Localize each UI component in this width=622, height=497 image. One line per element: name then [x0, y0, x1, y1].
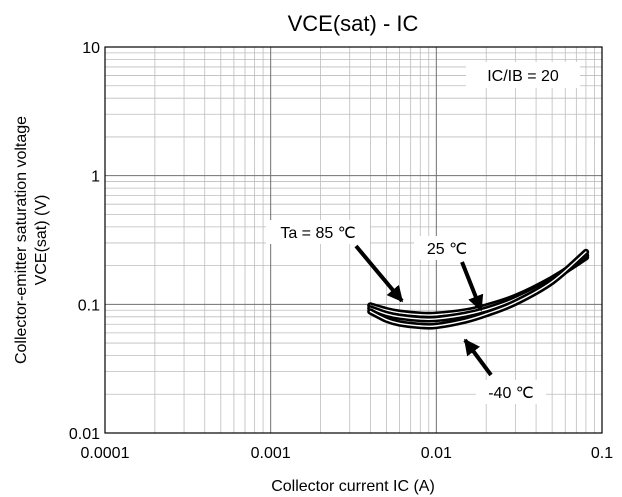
- y-tick-label: 10: [82, 40, 100, 57]
- curves: [367, 248, 590, 330]
- x-tick-label: 0.0001: [81, 445, 130, 462]
- curve-line-tm40: [369, 251, 587, 328]
- y-tick-label: 0.1: [78, 297, 100, 314]
- condition-label: IC/IB = 20: [487, 68, 559, 85]
- x-tick-label: 0.1: [591, 445, 613, 462]
- y-tick-labels: 0.01 0.1 1 10: [69, 40, 100, 443]
- label-85c-bg: [266, 220, 370, 244]
- plot-frame: [104, 46, 603, 434]
- label-25c-bg: [414, 236, 480, 260]
- x-tick-label: 0.01: [421, 445, 452, 462]
- label-m40c: -40 ℃: [488, 385, 534, 402]
- condition-label-bg: [466, 62, 580, 88]
- x-axis-label: Collector current IC (A): [271, 478, 435, 495]
- x-tick-label: 0.001: [251, 445, 291, 462]
- chart-title: VCE(sat) - IC: [288, 11, 419, 36]
- y-axis-label-line2: VCE(sat) (V): [33, 195, 50, 286]
- y-tick-label: 0.01: [69, 426, 100, 443]
- arrow-25c: [460, 261, 484, 312]
- label-85c: Ta = 85 ℃: [280, 225, 355, 242]
- arrow-m40c: [463, 338, 493, 377]
- label-m40c-bg: [476, 380, 546, 404]
- y-axis-label-line1: Collector-emitter saturation voltage: [13, 116, 30, 364]
- arrow-85c: [354, 244, 404, 303]
- y-tick-label: 1: [91, 169, 100, 186]
- label-25c: 25 ℃: [427, 241, 467, 258]
- x-tick-labels: 0.0001 0.001 0.01 0.1: [81, 445, 614, 462]
